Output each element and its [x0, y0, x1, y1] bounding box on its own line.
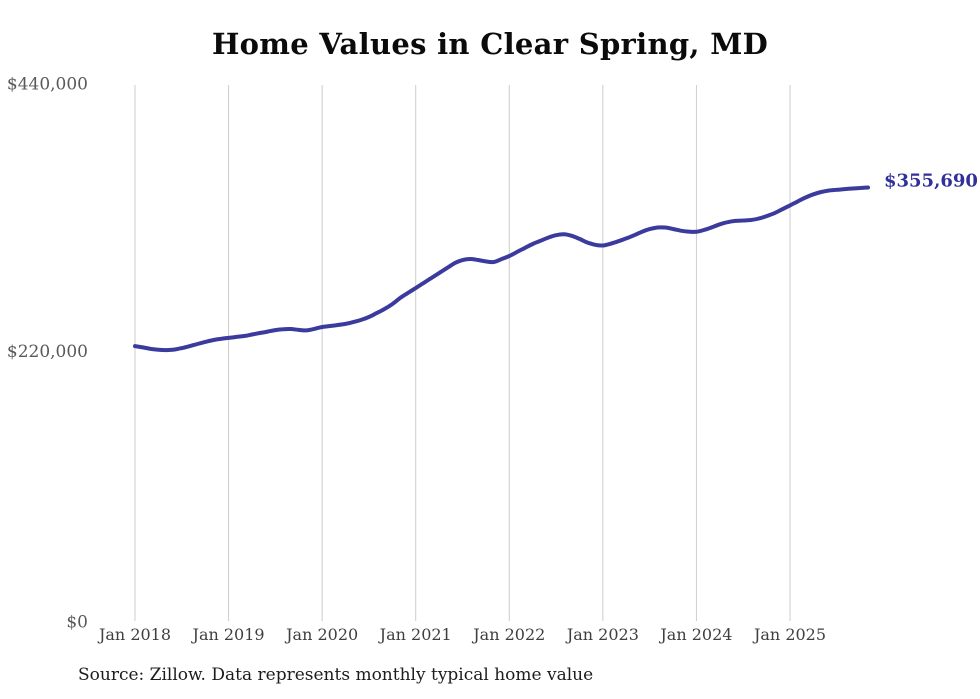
end-value-label: $355,690: [884, 171, 978, 192]
y-tick-label: $220,000: [7, 342, 88, 362]
x-tick-label: Jan 2021: [378, 625, 452, 644]
source-note: Source: Zillow. Data represents monthly …: [78, 665, 594, 685]
x-axis-labels-group: Jan 2018 Jan 2019 Jan 2020 Jan 2021 Jan 2022…: [97, 625, 826, 644]
y-axis-labels-group: $0 $220,000 $440,000: [7, 75, 88, 633]
y-tick-label: $0: [66, 613, 88, 633]
gridlines-group: [134, 85, 791, 621]
x-tick-label: Jan 2019: [191, 625, 265, 644]
x-tick-label: Jan 2025: [752, 625, 826, 644]
x-tick-label: Jan 2022: [471, 625, 545, 644]
x-tick-label: Jan 2020: [284, 625, 358, 644]
home-value-line: [133, 185, 870, 353]
y-tick-label: $440,000: [7, 75, 88, 95]
chart-title: Home Values in Clear Spring, MD: [211, 27, 769, 61]
x-tick-label: Jan 2018: [97, 625, 171, 644]
x-tick-label: Jan 2024: [658, 625, 732, 644]
x-tick-label: Jan 2023: [565, 625, 639, 644]
